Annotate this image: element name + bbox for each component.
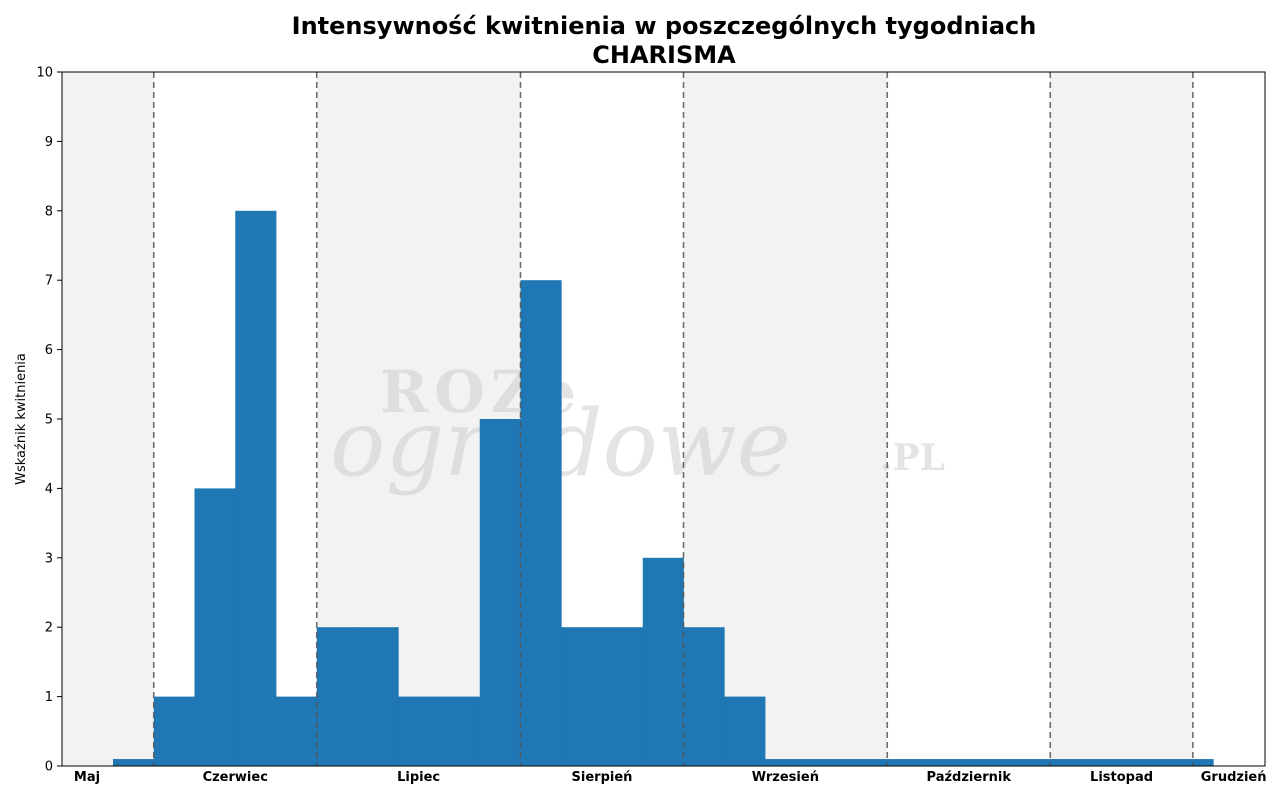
y-tick-label: 4 (45, 482, 53, 497)
bar (357, 627, 399, 766)
month-label: Grudzień (1201, 770, 1267, 785)
chart-subtitle: CHARISMA (592, 41, 736, 69)
bar (520, 280, 562, 766)
bar (765, 759, 807, 766)
bar (398, 696, 440, 766)
bar (968, 759, 1010, 766)
bar (479, 419, 521, 766)
watermark-suffix: .PL (880, 437, 945, 479)
month-band (1050, 72, 1193, 766)
bars (113, 210, 1214, 767)
month-separators (152, 72, 1194, 766)
y-tick-label: 1 (45, 690, 53, 705)
bar (439, 696, 481, 766)
bar (683, 627, 725, 766)
y-tick-label: 0 (45, 760, 53, 775)
chart-title: Intensywność kwitnienia w poszczególnych… (292, 12, 1037, 40)
month-label: Październik (927, 770, 1012, 785)
month-band (1192, 72, 1265, 766)
y-tick-label: 2 (45, 621, 53, 636)
month-label: Wrzesień (752, 770, 819, 785)
bar (194, 488, 236, 766)
y-tick-label: 7 (45, 274, 53, 289)
bar (235, 210, 277, 767)
bar (1091, 759, 1133, 766)
y-tick-label: 3 (45, 551, 53, 566)
month-label: Czerwiec (203, 770, 268, 785)
bar (602, 627, 644, 766)
bar (276, 696, 318, 766)
bar (1131, 759, 1173, 766)
bar (642, 557, 684, 766)
bar (113, 759, 155, 766)
bar (153, 696, 195, 766)
bar (561, 627, 603, 766)
bar (805, 759, 847, 766)
y-tick-label: 6 (45, 343, 53, 358)
y-tick-label: 5 (45, 413, 53, 428)
y-axis-label: Wskaźnik kwitnienia (14, 353, 29, 485)
bar (1050, 759, 1092, 766)
month-label: Maj (74, 770, 100, 785)
x-axis-months: Maj Czerwiec Lipiec Sierpień Wrzesień Paździe… (74, 770, 1267, 785)
bar (887, 759, 929, 766)
month-label: Listopad (1090, 770, 1153, 785)
bar (1009, 759, 1051, 766)
month-label: Sierpień (572, 770, 633, 785)
y-axis: 0 1 2 3 4 5 6 7 8 9 10 (36, 66, 62, 775)
bar (846, 759, 888, 766)
y-tick-label: 8 (45, 204, 53, 219)
month-band (62, 72, 154, 766)
month-band (887, 72, 1051, 766)
y-tick-label: 9 (45, 135, 53, 150)
month-label: Lipiec (397, 770, 440, 785)
bar (316, 627, 358, 766)
bar (724, 696, 766, 766)
bar (928, 759, 970, 766)
y-tick-label: 10 (36, 66, 53, 81)
